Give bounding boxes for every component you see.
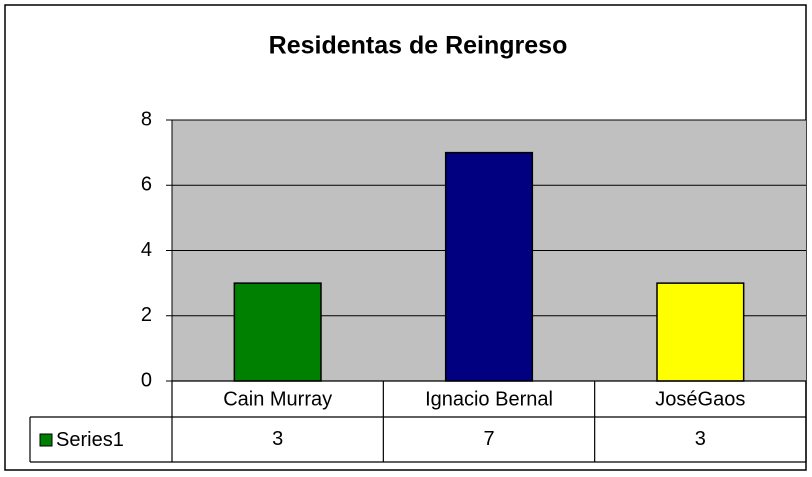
data-table-value: 3	[272, 428, 283, 450]
legend-label: Series1	[56, 429, 124, 451]
legend-key	[39, 433, 53, 447]
x-tick-label: Cain Murray	[223, 388, 332, 410]
y-tick-label: 2	[141, 304, 152, 326]
x-tick-label: JoséGaos	[655, 388, 745, 410]
bar	[656, 282, 745, 382]
y-tick-label: 6	[141, 174, 152, 196]
data-table-value: 7	[483, 428, 494, 450]
chart-title: Residentas de Reingreso	[269, 32, 568, 60]
x-tick-label: Ignacio Bernal	[425, 388, 553, 410]
bar	[444, 151, 534, 382]
data-table-value: 3	[695, 428, 706, 450]
y-tick-label: 8	[141, 108, 152, 130]
y-tick-label: 0	[141, 369, 152, 391]
bar	[233, 282, 322, 382]
y-tick-label: 4	[141, 239, 152, 261]
